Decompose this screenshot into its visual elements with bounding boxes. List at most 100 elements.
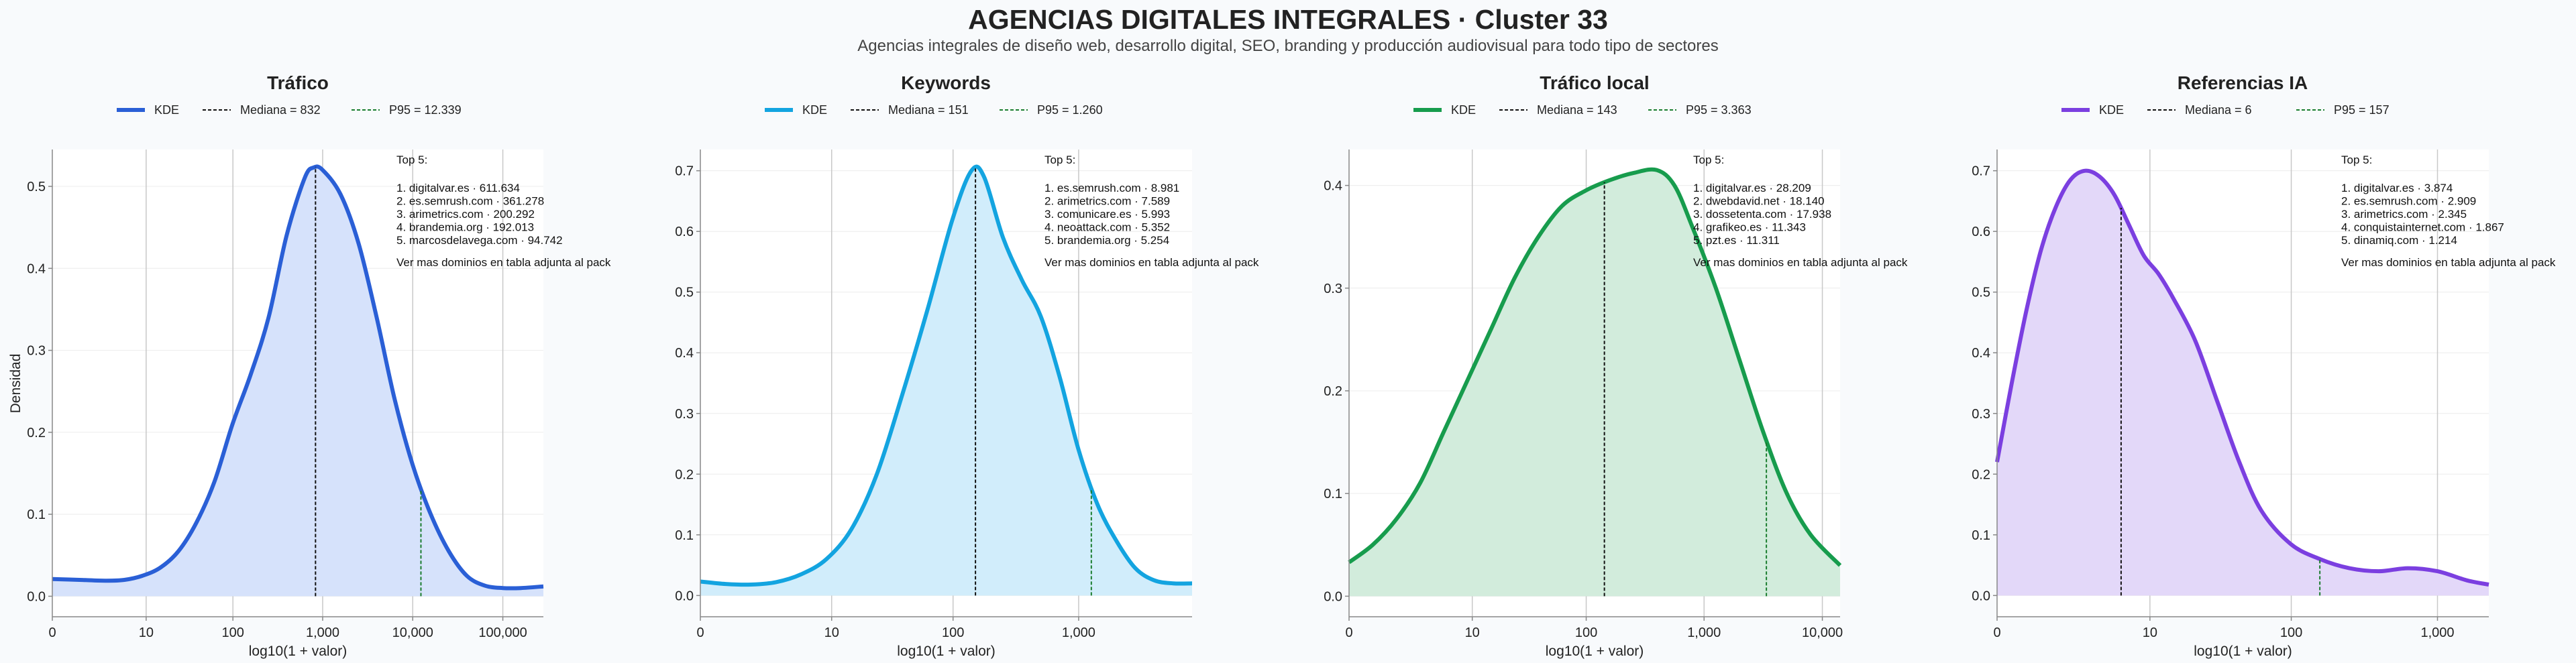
x-tick-label: 1,000 — [306, 625, 339, 640]
x-tick-label: 10 — [1465, 625, 1480, 640]
x-tick-label: 10 — [139, 625, 154, 640]
legend-p95-label: P95 = 12.339 — [389, 103, 462, 117]
top5-heading: Top 5: — [396, 154, 427, 166]
top5-item: 2. dwebdavid.net · 18.140 — [1693, 195, 1825, 208]
y-axis-label: Densidad — [8, 354, 23, 414]
top5-item: 2. es.semrush.com · 361.278 — [396, 195, 544, 208]
y-tick-label: 0.7 — [1972, 164, 1990, 179]
x-tick-label: 0 — [1345, 625, 1352, 640]
top5-item: 1. es.semrush.com · 8.981 — [1044, 182, 1179, 194]
top5-item: 1. digitalvar.es · 28.209 — [1693, 182, 1811, 194]
legend-median-label: Mediana = 143 — [1537, 103, 1617, 117]
top5-item: 4. neoattack.com · 5.352 — [1044, 221, 1170, 234]
y-tick-label: 0.5 — [675, 286, 694, 300]
x-tick-label: 100,000 — [478, 625, 527, 640]
x-axis-label: log10(1 + valor) — [249, 644, 347, 659]
top5-item: 4. grafikeo.es · 11.343 — [1693, 221, 1806, 234]
y-tick-label: 0.4 — [675, 346, 694, 361]
x-tick-label: 1,000 — [1062, 625, 1095, 640]
x-axis-label: log10(1 + valor) — [1546, 644, 1644, 659]
y-tick-label: 0.3 — [1324, 282, 1342, 296]
x-tick-label: 10 — [2143, 625, 2157, 640]
x-tick-label: 100 — [1575, 625, 1597, 640]
kde-area — [1349, 169, 1840, 597]
top5-heading: Top 5: — [1693, 154, 1724, 166]
chart-panel-1: 0.0 0.1 0.2 0.3 0.4 0.5 0 10 100 1,000 10,000 100,0… — [8, 72, 611, 659]
top5-item: 4. conquistainternet.com · 1.867 — [2341, 221, 2504, 234]
y-tick-label: 0.6 — [675, 225, 694, 239]
chart-title: Tráfico — [267, 72, 329, 93]
y-tick-label: 0.0 — [675, 589, 694, 603]
kde-line — [700, 164, 1193, 587]
top5-note: Ver mas dominios en tabla adjunta al pac… — [1693, 256, 1908, 269]
legend-p95-label: P95 = 1.260 — [1037, 103, 1103, 117]
kde-area — [1997, 170, 2489, 596]
y-tick-label: 0.7 — [675, 164, 694, 179]
page-subtitle: Agencias integrales de diseño web, desar… — [857, 37, 1719, 55]
y-tick-label: 0.0 — [27, 589, 46, 604]
top5-item: 4. brandemia.org · 192.013 — [396, 221, 534, 234]
top5-item: 5. brandemia.org · 5.254 — [1044, 234, 1169, 247]
y-tick-label: 0.2 — [1972, 467, 1990, 482]
top5-heading: Top 5: — [1044, 154, 1075, 166]
x-tick-label: 0 — [48, 625, 56, 640]
top5-item: 3. dossetenta.com · 17.938 — [1693, 208, 1831, 221]
chart-panel-4: 0.0 0.1 0.2 0.3 0.4 0.5 0.6 0.7 0 10 100 1,000 log10… — [1972, 72, 2556, 659]
top5-note: Ver mas dominios en tabla adjunta al pac… — [396, 256, 611, 269]
top5-item: 5. dinamiq.com · 1.214 — [2341, 234, 2457, 247]
y-tick-label: 0.3 — [1972, 407, 1990, 422]
chart-panel-2: 0.0 0.1 0.2 0.3 0.4 0.5 0.6 0.7 0 10 100 1,000 log10… — [675, 72, 1259, 659]
y-tick-label: 0.1 — [1972, 528, 1990, 543]
legend-median-label: Mediana = 832 — [240, 103, 321, 117]
legend-kde-label: KDE — [154, 103, 179, 117]
legend: KDE Mediana = 832 P95 = 12.339 — [117, 103, 462, 117]
kde-area — [700, 166, 1192, 596]
y-tick-label: 0.1 — [675, 528, 694, 543]
kde-line — [1348, 167, 1842, 567]
x-tick-label: 100 — [942, 625, 964, 640]
y-tick-label: 0.0 — [1972, 589, 1990, 603]
legend-kde-label: KDE — [1451, 103, 1476, 117]
y-tick-label: 0.2 — [675, 467, 694, 482]
y-tick-label: 0.2 — [1324, 384, 1342, 399]
y-tick-label: 0.4 — [1324, 179, 1342, 194]
x-tick-label: 100 — [222, 625, 244, 640]
legend-kde-label: KDE — [802, 103, 827, 117]
x-tick-label: 10 — [824, 625, 839, 640]
top5-note: Ver mas dominios en tabla adjunta al pac… — [1044, 256, 1259, 269]
x-tick-label: 100 — [2280, 625, 2302, 640]
kde-line — [1995, 168, 2489, 587]
x-axis-label: log10(1 + valor) — [2194, 644, 2292, 659]
y-tick-label: 0.2 — [27, 426, 46, 440]
x-tick-label: 0 — [696, 625, 704, 640]
top5-item: 5. pzt.es · 11.311 — [1693, 234, 1780, 247]
top5-item: 3. arimetrics.com · 2.345 — [2341, 208, 2467, 221]
legend: KDE Mediana = 6 P95 = 157 — [2061, 103, 2390, 117]
y-tick-label: 0.3 — [27, 344, 46, 359]
y-tick-label: 0.4 — [1972, 346, 1990, 361]
top5-item: 3. arimetrics.com · 200.292 — [396, 208, 535, 221]
top5-note: Ver mas dominios en tabla adjunta al pac… — [2341, 256, 2556, 269]
legend: KDE Mediana = 143 P95 = 3.363 — [1413, 103, 1752, 117]
y-tick-label: 0.1 — [1324, 487, 1342, 501]
legend-p95-label: P95 = 157 — [2334, 103, 2390, 117]
y-tick-label: 0.1 — [27, 507, 46, 522]
legend-median-label: Mediana = 151 — [888, 103, 969, 117]
top5-item: 1. digitalvar.es · 611.634 — [396, 182, 520, 194]
x-tick-label: 1,000 — [1687, 625, 1721, 640]
top5-item: 1. digitalvar.es · 3.874 — [2341, 182, 2453, 194]
top5-item: 2. arimetrics.com · 7.589 — [1044, 195, 1170, 208]
top5-item: 3. comunicare.es · 5.993 — [1044, 208, 1170, 221]
y-tick-label: 0.3 — [675, 407, 694, 422]
chart-panel-3: 0.0 0.1 0.2 0.3 0.4 0 10 100 1,000 10,000 log10(1 … — [1324, 72, 1908, 659]
chart-title: Referencias IA — [2178, 72, 2308, 93]
top5-heading: Top 5: — [2341, 154, 2372, 166]
x-tick-label: 0 — [1993, 625, 2000, 640]
chart-title: Keywords — [901, 72, 991, 93]
top5-item: 2. es.semrush.com · 2.909 — [2341, 195, 2476, 208]
legend-median-label: Mediana = 6 — [2185, 103, 2252, 117]
